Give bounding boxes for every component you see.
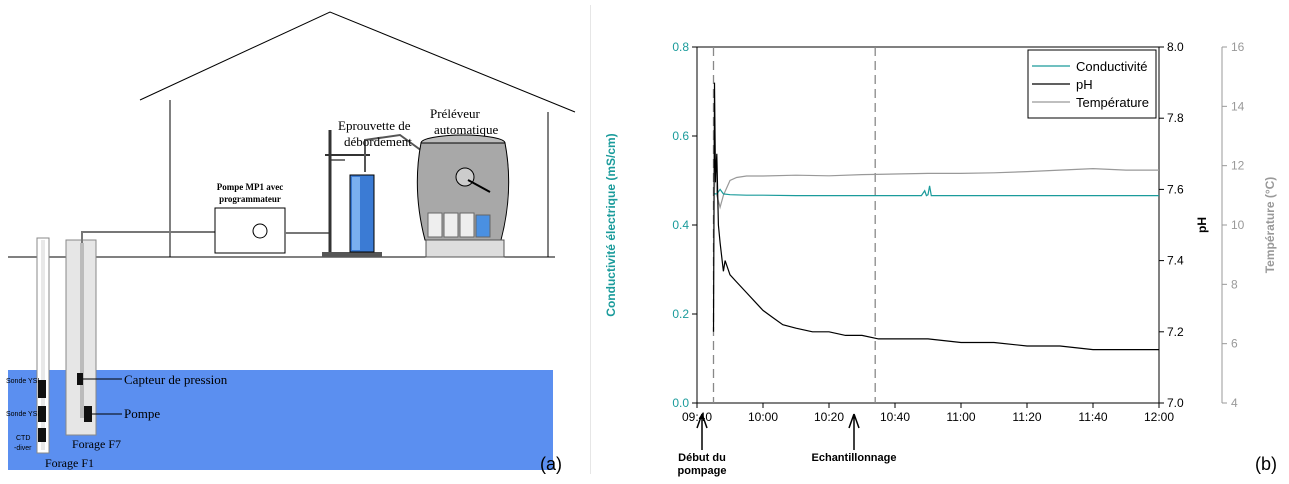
pump-label-line-1: Pompe MP1 avec bbox=[217, 182, 283, 192]
sample-bottle bbox=[443, 212, 459, 238]
temperature-tick-label: 8 bbox=[1231, 277, 1238, 291]
schematic-drawing: Pompe MP1 avec programmateur Eprouvette … bbox=[6, 11, 576, 474]
sampler-label-line-2: automatique bbox=[434, 122, 498, 137]
x-tick-label: 11:40 bbox=[1078, 410, 1107, 424]
x-axis: 09:40 10:00 10:20 10:40 11:00 11:20 11:40 12:00 bbox=[682, 403, 1174, 424]
pump-mp1-wheel bbox=[252, 223, 268, 239]
panel-a-label: (a) bbox=[540, 454, 562, 474]
series-layer bbox=[712, 82, 1159, 351]
borehole-f1-label: Forage F1 bbox=[45, 456, 94, 470]
temperature-axis: 4 6 8 10 12 14 16 bbox=[1221, 40, 1245, 410]
roof bbox=[139, 11, 576, 113]
ctd-marker bbox=[38, 428, 46, 442]
left-tick-label: 0.0 bbox=[672, 396, 689, 410]
schematic-panel: Pompe MP1 avec programmateur Eprouvette … bbox=[0, 0, 590, 479]
x-tick-label: 12:00 bbox=[1144, 410, 1174, 424]
series-line-température bbox=[712, 130, 1159, 210]
left-tick-label: 0.6 bbox=[672, 129, 689, 143]
legend-label-ph: pH bbox=[1076, 77, 1093, 92]
x-tick-label: 10:40 bbox=[880, 410, 910, 424]
panel-b-label: (b) bbox=[1255, 454, 1277, 474]
sampler-pump-wheel bbox=[455, 167, 475, 187]
pressure-sensor-label: Capteur de pression bbox=[124, 372, 228, 387]
vertical-markers bbox=[712, 47, 876, 403]
series-line-conductivité bbox=[713, 185, 1159, 197]
x-tick-label: 11:00 bbox=[946, 410, 975, 424]
x-tick-label: 10:20 bbox=[814, 410, 844, 424]
x-tick-label: 10:00 bbox=[748, 410, 778, 424]
annotation-sampling: Echantillonnage bbox=[812, 413, 897, 464]
temperature-tick-label: 10 bbox=[1231, 218, 1245, 232]
ph-tick-label: 8.0 bbox=[1167, 40, 1184, 54]
sample-bottle bbox=[427, 212, 443, 238]
chart-panel: 09:40 10:00 10:20 10:40 11:00 11:20 11:40 12:00… bbox=[589, 0, 1289, 479]
borehole-f7-label: Forage F7 bbox=[72, 437, 121, 451]
sampler-label-line-1: Préléveur bbox=[430, 106, 480, 121]
ph-tick-label: 7.6 bbox=[1167, 182, 1184, 196]
annotation-sampling-arrow bbox=[848, 413, 860, 450]
ctd-label-line-1: CTD bbox=[16, 435, 30, 442]
probe-1-label: Sonde YSI bbox=[6, 378, 39, 385]
overflow-label-line-1: Eprouvette de bbox=[338, 118, 411, 133]
sample-bottle-filled bbox=[475, 214, 491, 238]
time-series-chart: 09:40 10:00 10:20 10:40 11:00 11:20 11:40 12:00… bbox=[589, 5, 1277, 477]
x-tick-label: 09:40 bbox=[682, 410, 712, 424]
annotation-start: Début du pompage bbox=[678, 413, 727, 477]
legend-label-temperature: Température bbox=[1076, 95, 1149, 110]
temperature-tick-label: 12 bbox=[1231, 159, 1245, 173]
borehole-f1-inner bbox=[41, 240, 45, 450]
sampler-tube bbox=[467, 179, 491, 193]
well-pump-marker bbox=[84, 406, 92, 422]
conductivity-axis-title: Conductivité électrique (mS/cm) bbox=[604, 133, 618, 316]
ctd-label-line-2: -diver bbox=[14, 445, 32, 452]
overflow-label-line-2: débordement bbox=[344, 134, 412, 149]
ph-tick-label: 7.2 bbox=[1167, 325, 1184, 339]
ph-axis: 7.0 7.2 7.4 7.6 7.8 8.0 bbox=[1159, 40, 1184, 410]
ph-tick-label: 7.8 bbox=[1167, 111, 1184, 125]
borehole-f7-tube bbox=[80, 243, 84, 418]
stand-base bbox=[322, 252, 382, 257]
ph-tick-label: 7.4 bbox=[1167, 254, 1184, 268]
pump-mp1 bbox=[214, 207, 286, 254]
series-line-ph bbox=[712, 82, 1159, 351]
legend: Conductivité pH Température bbox=[1027, 49, 1157, 119]
ph-axis-title: pH bbox=[1195, 217, 1209, 233]
temperature-tick-label: 6 bbox=[1231, 337, 1238, 351]
probe-2-marker bbox=[38, 406, 46, 422]
annotation-sampling-label: Echantillonnage bbox=[812, 452, 897, 464]
tubing-well-to-pump bbox=[81, 231, 215, 243]
pump-in-well-label: Pompe bbox=[124, 406, 160, 421]
annotation-start-line-1: Début du bbox=[678, 452, 726, 464]
pump-label-line-2: programmateur bbox=[219, 194, 281, 204]
probe-1-marker bbox=[38, 380, 46, 398]
overflow-cylinder-shine bbox=[352, 177, 360, 250]
tubing-pump-to-overflow bbox=[285, 159, 345, 234]
ph-tick-label: 7.0 bbox=[1167, 396, 1184, 410]
probe-2-label: Sonde YSI bbox=[6, 411, 39, 418]
pressure-sensor-marker bbox=[77, 373, 83, 385]
annotation-start-arrow bbox=[696, 413, 708, 450]
annotation-start-line-2: pompage bbox=[678, 465, 727, 477]
left-tick-label: 0.4 bbox=[672, 218, 689, 232]
temperature-axis-title: Température (°C) bbox=[1263, 177, 1277, 274]
temperature-tick-label: 14 bbox=[1231, 99, 1245, 113]
temperature-tick-label: 16 bbox=[1231, 40, 1245, 54]
left-tick-label: 0.2 bbox=[672, 307, 689, 321]
left-tick-label: 0.8 bbox=[672, 40, 689, 54]
sampler-bricks bbox=[425, 239, 505, 258]
temperature-tick-label: 4 bbox=[1231, 396, 1238, 410]
legend-label-conductivity: Conductivité bbox=[1076, 59, 1148, 74]
aquifer-water bbox=[8, 370, 553, 470]
conductivity-axis: 0.0 0.2 0.4 0.6 0.8 bbox=[672, 40, 697, 410]
sample-bottle bbox=[459, 212, 475, 238]
x-tick-label: 11:20 bbox=[1012, 410, 1041, 424]
